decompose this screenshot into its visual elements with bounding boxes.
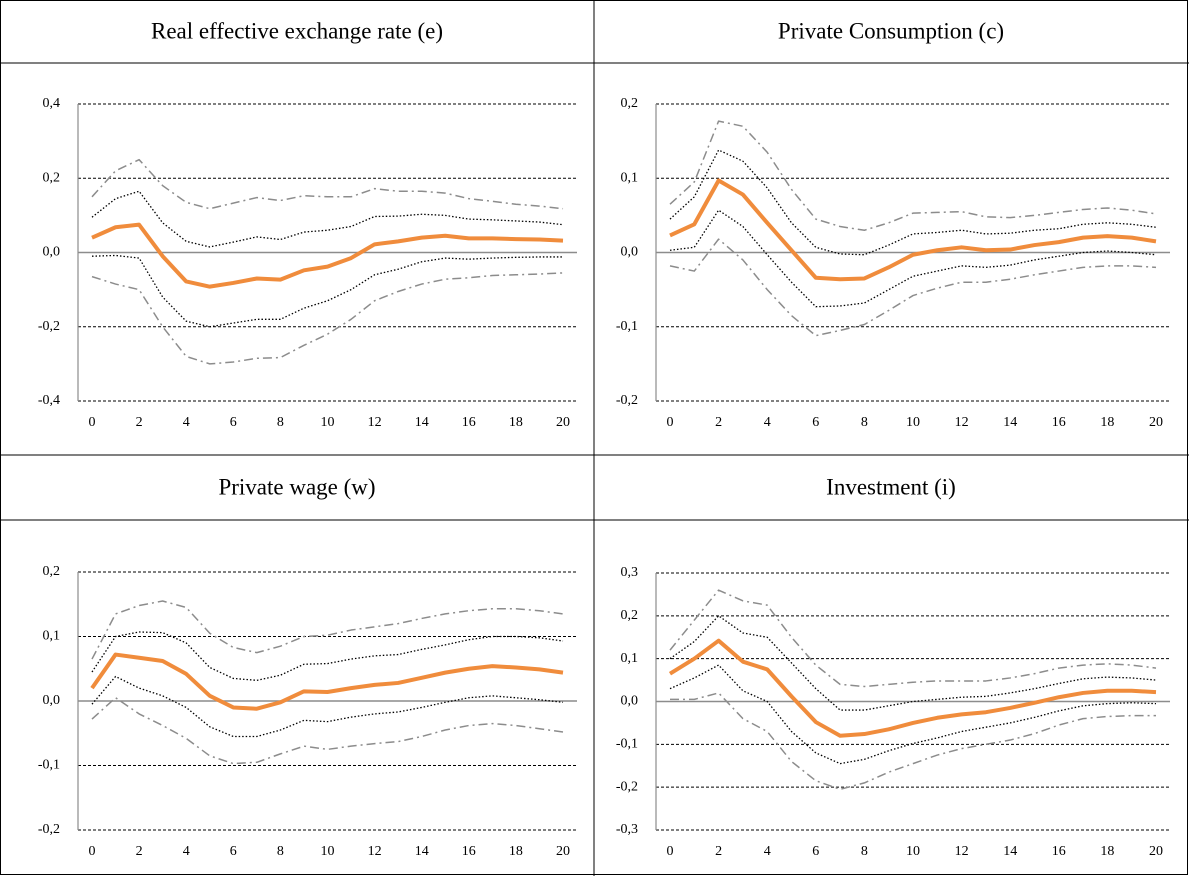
series-line [91,600,564,660]
series-line [670,692,1156,791]
y-tick-label: -0,1 [616,737,638,752]
x-tick-label: 10 [321,844,335,859]
x-tick-label: 14 [1003,844,1017,859]
y-tick-label: 0,0 [43,693,61,708]
y-tick-label: 0,2 [621,608,639,623]
chart-title: Investment (i) [826,474,956,499]
x-tick-label: 14 [415,415,429,430]
x-tick-label: 8 [861,844,868,859]
x-tick-label: 12 [368,415,382,430]
series-line [91,675,564,738]
x-tick-label: 0 [89,415,96,430]
x-tick-label: 2 [715,844,722,859]
series-line [91,272,564,365]
x-tick-label: 20 [1149,844,1163,859]
x-tick-label: 12 [955,844,969,859]
series-line [90,652,564,711]
chart-title: Real effective exchange rate (e) [151,18,443,43]
y-tick-label: 0,2 [43,564,61,579]
x-tick-label: 10 [906,415,920,430]
x-tick-label: 6 [812,844,819,859]
y-tick-label: -0,2 [616,779,638,794]
x-tick-label: 6 [230,844,237,859]
chart-title: Private wage (w) [218,474,375,499]
x-tick-label: 2 [136,415,143,430]
x-tick-label: 10 [321,415,335,430]
x-tick-label: 14 [415,844,429,859]
x-tick-label: 4 [764,844,771,859]
series-line [91,190,564,248]
series-line [669,120,1157,231]
y-tick-label: 0,3 [621,565,639,580]
x-tick-label: 4 [183,844,190,859]
series-line [669,615,1157,711]
series-line [91,697,564,765]
x-tick-label: 8 [277,844,284,859]
y-tick-label: 0,0 [43,245,61,260]
series-line [669,149,1157,256]
x-tick-label: 20 [1149,415,1163,430]
y-tick-label: 0,2 [43,170,61,185]
y-tick-label: 0,4 [43,96,61,111]
y-tick-label: 0,0 [621,694,639,709]
y-tick-label: -0,1 [616,319,638,334]
series-line [91,254,563,328]
series-line [668,638,1157,738]
series-line [669,238,1157,337]
series-line [669,664,1157,765]
x-tick-label: 18 [1100,844,1114,859]
x-tick-label: 0 [667,844,674,859]
x-tick-label: 18 [509,415,523,430]
x-tick-label: 18 [1100,415,1114,430]
x-tick-label: 6 [812,415,819,430]
y-tick-label: -0,3 [616,822,638,837]
x-tick-label: 8 [861,415,868,430]
x-tick-label: 6 [230,415,237,430]
y-tick-label: 0,1 [621,651,639,666]
x-tick-label: 4 [764,415,771,430]
x-tick-label: 16 [1052,415,1066,430]
x-tick-label: 16 [462,844,476,859]
y-tick-label: 0,2 [621,96,639,111]
x-tick-label: 0 [89,844,96,859]
x-tick-label: 16 [462,415,476,430]
y-tick-label: 0,0 [621,245,639,260]
series-line [669,589,1157,688]
x-tick-label: 0 [667,415,674,430]
series-line [91,631,564,682]
x-tick-label: 2 [715,415,722,430]
x-tick-label: 4 [183,415,190,430]
series-line [91,222,564,289]
x-tick-label: 12 [955,415,969,430]
y-tick-label: -0,2 [38,822,60,837]
y-tick-label: 0,1 [621,170,639,185]
series-line [669,178,1157,282]
x-tick-label: 20 [556,844,570,859]
y-tick-label: -0,4 [38,393,60,408]
x-tick-label: 20 [556,415,570,430]
y-tick-label: -0,2 [616,393,638,408]
y-tick-label: 0,1 [43,629,61,644]
series-line [669,209,1157,308]
chart-title: Private Consumption (c) [778,18,1004,43]
y-tick-label: -0,2 [38,319,60,334]
x-tick-label: 18 [509,844,523,859]
x-tick-label: 2 [136,844,143,859]
series-line [91,158,564,210]
x-tick-label: 14 [1003,415,1017,430]
x-tick-label: 8 [277,415,284,430]
x-tick-label: 12 [368,844,382,859]
y-tick-label: -0,1 [38,758,60,773]
x-tick-label: 10 [906,844,920,859]
x-tick-label: 16 [1052,844,1066,859]
